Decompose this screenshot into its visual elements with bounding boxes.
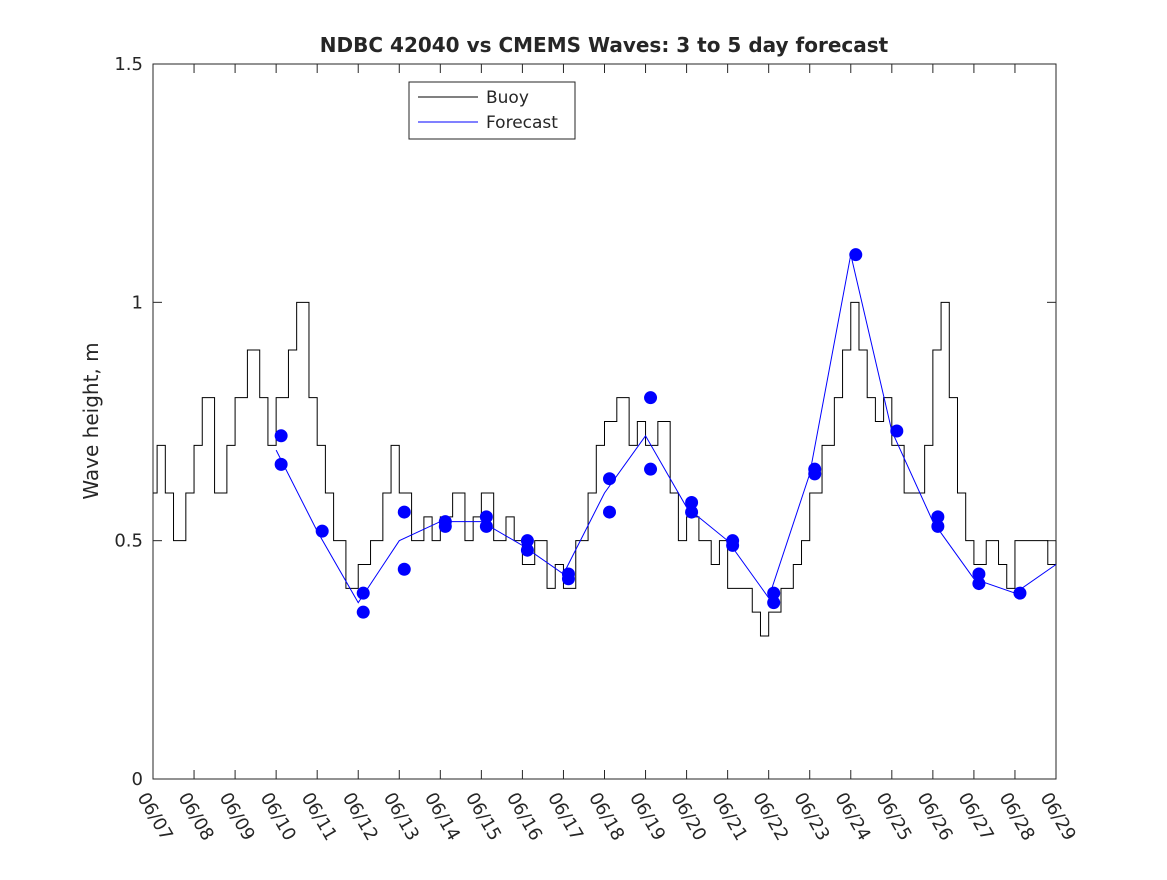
y-tick-label: 1.5	[114, 54, 143, 75]
forecast-marker	[685, 505, 699, 519]
y-tick-label: 0.5	[114, 531, 143, 552]
y-tick-label: 0	[132, 769, 143, 790]
forecast-marker	[685, 496, 699, 510]
forecast-marker	[561, 572, 575, 586]
forecast-marker	[849, 248, 863, 262]
forecast-marker	[644, 391, 658, 405]
forecast-marker	[520, 534, 534, 548]
legend-box	[408, 81, 576, 140]
forecast-marker	[274, 429, 288, 443]
forecast-marker	[972, 567, 986, 581]
forecast-marker	[438, 519, 452, 533]
forecast-marker	[972, 577, 986, 591]
forecast-marker	[315, 524, 329, 538]
y-axis-label: Wave height, m	[79, 342, 103, 499]
forecast-marker	[274, 457, 288, 471]
chart-title: NDBC 42040 vs CMEMS Waves: 3 to 5 day fo…	[320, 33, 889, 57]
forecast-marker	[1013, 586, 1027, 600]
forecast-marker	[356, 605, 370, 619]
forecast-marker	[520, 543, 534, 557]
forecast-marker	[726, 538, 740, 552]
forecast-marker	[356, 586, 370, 600]
legend-label-forecast: Forecast	[486, 113, 558, 133]
forecast-marker	[931, 510, 945, 524]
forecast-marker	[397, 562, 411, 576]
forecast-marker	[890, 424, 904, 438]
forecast-marker	[767, 596, 781, 610]
series-line-buoy	[153, 301, 1057, 637]
legend: Buoy Forecast	[408, 81, 576, 140]
y-tick-label: 1	[132, 292, 143, 313]
series-line-forecast	[275, 254, 1057, 604]
forecast-marker	[479, 510, 493, 524]
forecast-marker	[808, 467, 822, 481]
forecast-marker	[767, 586, 781, 600]
forecast-marker	[603, 472, 616, 486]
forecast-marker	[479, 519, 493, 533]
forecast-marker	[397, 505, 411, 519]
forecast-marker	[644, 462, 658, 476]
forecast-marker	[603, 505, 616, 519]
forecast-marker	[931, 519, 945, 533]
legend-label-buoy: Buoy	[486, 88, 529, 108]
